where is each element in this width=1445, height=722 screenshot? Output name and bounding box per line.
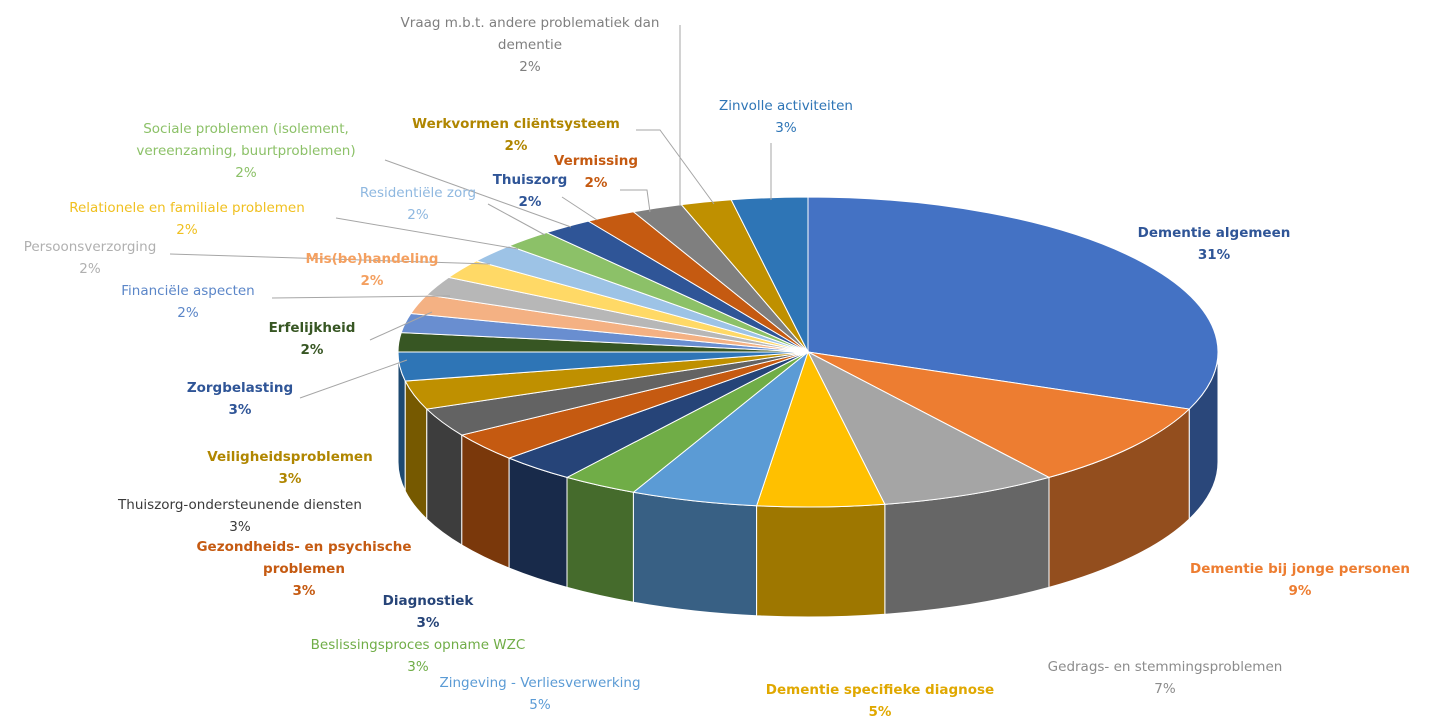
leader-line — [299, 359, 408, 399]
data-label-value: 2% — [585, 175, 608, 191]
pie-slice-side — [756, 503, 886, 618]
data-label-category: Residentiële zorg — [360, 185, 476, 201]
data-label-category: problemen — [263, 561, 345, 577]
data-label-value: 2% — [361, 273, 384, 289]
data-label-value: 2% — [176, 222, 198, 238]
data-label-category: Vraag m.b.t. andere problematiek dan — [401, 15, 660, 31]
data-label-category: Sociale problemen (isolement, — [143, 121, 349, 137]
leader-line — [384, 159, 572, 228]
data-label-value: 3% — [293, 583, 316, 599]
data-label-category: Gezondheids- en psychische — [196, 539, 411, 555]
data-label-value: 3% — [229, 519, 251, 535]
data-label-category: Beslissingsproces opname WZC — [311, 637, 526, 653]
data-label-category: Diagnostiek — [383, 593, 475, 609]
data-label-category: Thuiszorg-ondersteunende diensten — [117, 497, 362, 513]
data-label-value: 2% — [519, 59, 541, 75]
leader-line — [335, 217, 519, 250]
data-label-category: Dementie bij jonge personen — [1190, 561, 1410, 577]
data-label-value: 3% — [775, 120, 797, 136]
data-label-value: 3% — [417, 615, 440, 631]
data-label-value: 7% — [1154, 681, 1176, 697]
data-label-value: 3% — [229, 402, 252, 418]
data-label-value: 3% — [407, 659, 429, 675]
data-label-value: 3% — [279, 471, 302, 487]
data-label-category: Vermissing — [554, 153, 638, 169]
pie-slice — [807, 196, 1219, 410]
data-label-value: 2% — [177, 305, 199, 321]
leader-line — [271, 295, 451, 299]
data-label-value: 31% — [1198, 247, 1231, 263]
leader-lines — [169, 25, 772, 399]
leader-line — [487, 203, 546, 236]
leader-line — [369, 311, 433, 341]
data-label-category: Financiële aspecten — [121, 283, 255, 299]
data-labels: Dementie algemeen 31% Dementie bij jonge p… — [24, 15, 1410, 720]
data-label-value: 2% — [235, 165, 257, 181]
data-label-value: 5% — [529, 697, 551, 713]
data-label-value: 5% — [869, 704, 892, 720]
pie-slice-side — [508, 457, 568, 589]
pie-slice-side — [566, 476, 634, 603]
data-label-category: Mis(be)handeling — [306, 251, 439, 267]
leader-line — [169, 253, 491, 265]
pie-slice — [730, 196, 809, 353]
data-label-category: Persoonsverzorging — [24, 239, 157, 255]
data-label-value: 2% — [407, 207, 429, 223]
data-label-category: Thuiszorg — [493, 172, 568, 188]
data-label-category: Zingeving - Verliesverwerking — [439, 675, 640, 691]
data-label-value: 9% — [1289, 583, 1312, 599]
data-label-category: Dementie specifieke diagnose — [766, 682, 994, 698]
leader-line — [620, 189, 651, 213]
data-label-category: Dementie algemeen — [1138, 225, 1291, 241]
data-label-category: Erfelijkheid — [269, 320, 356, 336]
data-label-category: Zorgbelasting — [187, 380, 293, 396]
data-label-category: Zinvolle activiteiten — [719, 98, 853, 114]
leader-line — [561, 196, 598, 221]
data-label-category: vereenzaming, buurtproblemen) — [136, 143, 355, 159]
pie-depth-layer — [397, 351, 1219, 618]
data-label-value: 2% — [519, 194, 542, 210]
data-label-category: dementie — [498, 37, 562, 53]
pie-slice-side — [632, 491, 758, 617]
leader-line — [636, 129, 715, 205]
data-label-category: Gedrags- en stemmingsproblemen — [1048, 659, 1283, 675]
pie-slice — [807, 351, 1191, 478]
data-label-value: 2% — [505, 138, 528, 154]
data-label-category: Relationele en familiale problemen — [69, 200, 305, 216]
data-label-category: Veiligheidsproblemen — [207, 449, 372, 465]
data-label-value: 2% — [301, 342, 324, 358]
data-label-category: Werkvormen cliëntsysteem — [412, 116, 620, 132]
data-label-value: 2% — [79, 261, 101, 277]
pie-top-layer — [397, 196, 1219, 508]
pie-slice — [806, 350, 1051, 505]
